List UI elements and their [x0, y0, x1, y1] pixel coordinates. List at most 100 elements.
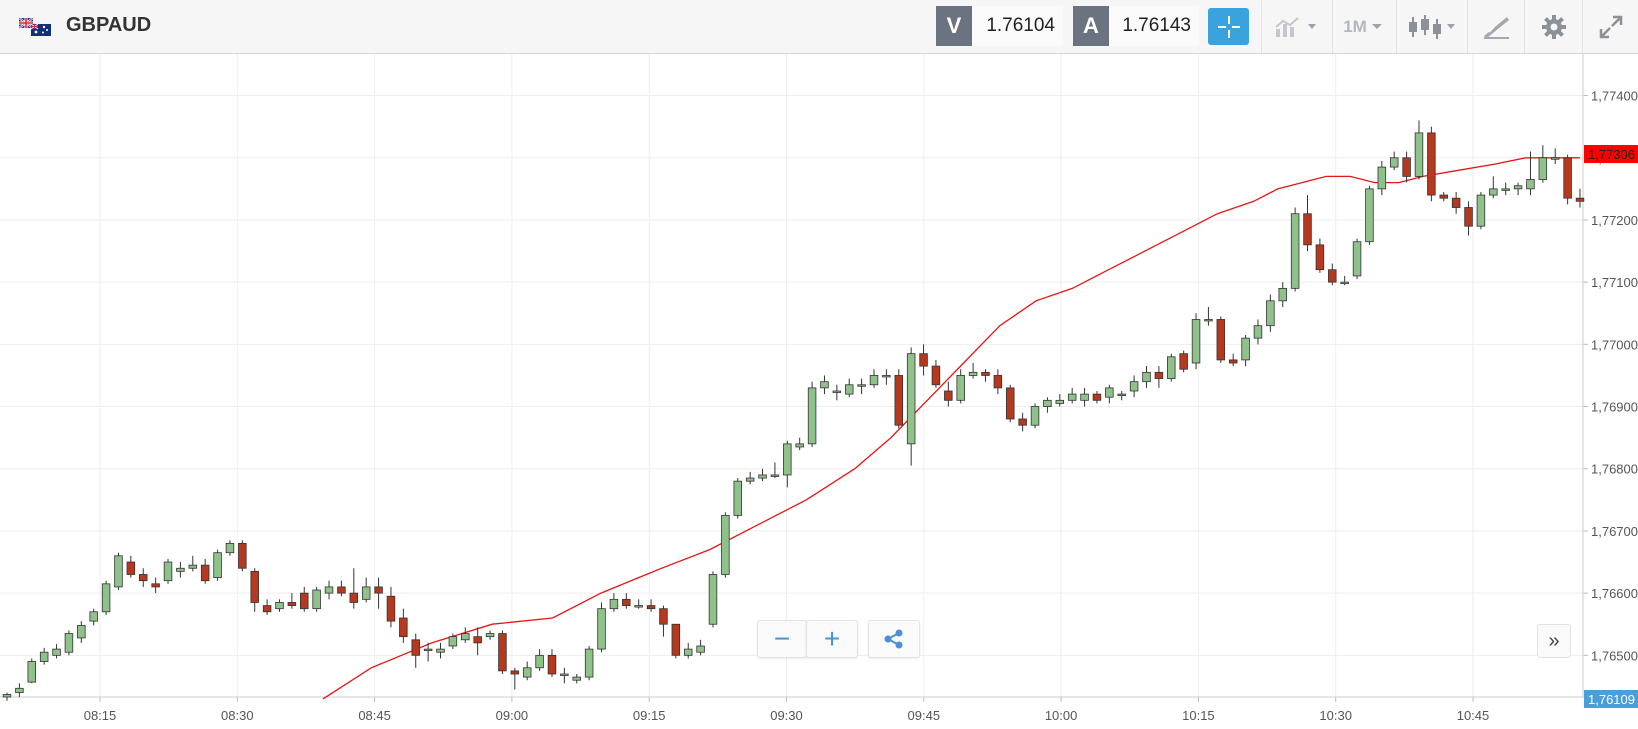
candle-body — [27, 661, 37, 683]
fullscreen-button[interactable] — [1582, 0, 1638, 53]
timeframe-label: 1M — [1343, 16, 1367, 36]
candle-body — [126, 561, 136, 575]
candle-body — [1055, 399, 1065, 404]
candle-body — [275, 602, 284, 610]
candle-body — [1575, 197, 1585, 202]
candle-body — [163, 561, 173, 582]
candle-body — [944, 390, 953, 401]
x-tick-label: 09:15 — [633, 708, 666, 723]
candle-body — [1365, 188, 1374, 243]
x-tick-label: 08:30 — [221, 708, 254, 723]
candle-body — [176, 567, 185, 572]
candle-body — [151, 583, 160, 588]
candle-body — [659, 608, 668, 625]
candle-body — [225, 542, 235, 554]
candle-body — [820, 381, 829, 389]
candle-body — [1228, 359, 1238, 364]
timeframe-dropdown[interactable]: 1M — [1332, 0, 1396, 53]
candle-body — [2, 694, 12, 698]
candle-body — [795, 443, 804, 448]
candle-body — [1538, 157, 1548, 180]
candle-body — [1092, 393, 1102, 401]
x-tick-label: 10:45 — [1457, 708, 1490, 723]
candle-body — [1377, 166, 1387, 190]
candle-body — [1191, 319, 1201, 364]
candle-body — [1117, 393, 1126, 397]
candle-body — [139, 574, 148, 582]
candle-body — [324, 586, 334, 594]
candle-body — [1080, 393, 1089, 401]
sell-price-box[interactable]: V 1.76104 — [936, 6, 1063, 46]
candle-body — [1129, 381, 1139, 392]
candle-body — [993, 375, 1003, 389]
candle-body — [1340, 281, 1349, 285]
x-tick-label: 10:15 — [1182, 708, 1215, 723]
candle-body — [1018, 418, 1027, 426]
candle-body — [1352, 241, 1362, 277]
candle-body — [312, 589, 321, 610]
y-tick-label: 1,77100 — [1591, 275, 1638, 290]
candle-body — [770, 474, 780, 477]
draw-tools-button[interactable] — [1467, 0, 1524, 53]
y-tick-label: 1,76800 — [1591, 462, 1638, 477]
candle-body — [485, 633, 495, 638]
candle-body — [1216, 319, 1226, 361]
candle-body — [337, 586, 346, 594]
share-icon — [884, 629, 903, 649]
candle-body — [423, 648, 433, 652]
crosshair-button[interactable] — [1208, 8, 1249, 45]
candle-body — [238, 542, 247, 569]
candle-body — [1315, 244, 1325, 271]
x-tick-label: 09:45 — [908, 708, 941, 723]
current-price-label: 1,77306 — [1588, 147, 1635, 162]
candle-body — [1030, 406, 1040, 426]
candle-body — [1105, 387, 1114, 398]
candle-body — [919, 353, 928, 367]
buy-price: 1.76143 — [1109, 6, 1199, 46]
candle-type-icon — [1408, 14, 1455, 39]
zoom-in-button[interactable]: + — [806, 620, 858, 658]
draw-tools-icon — [1484, 16, 1509, 39]
scroll-right-button[interactable]: » — [1537, 624, 1571, 658]
candle-body — [250, 570, 259, 603]
candle-body — [1179, 353, 1188, 370]
candle-body — [1067, 393, 1077, 401]
price-chart[interactable]: 1,774001,773001,772001,771001,770001,769… — [0, 54, 1638, 729]
candle-body — [39, 651, 49, 662]
candle-body — [1167, 356, 1176, 379]
candle-body — [114, 555, 123, 588]
x-tick-label: 09:00 — [496, 708, 529, 723]
candle-body — [1563, 157, 1572, 199]
candle-body — [386, 595, 396, 622]
candle-body — [634, 605, 643, 608]
bid-price-marker — [1584, 690, 1638, 708]
top-toolbar: GBPAUD V 1.76104 A 1.76143 1M — [0, 0, 1638, 54]
buy-price-box[interactable]: A 1.76143 — [1073, 6, 1199, 46]
candle-body — [349, 592, 359, 603]
candle-body — [374, 586, 383, 594]
candle-body — [1389, 157, 1399, 168]
candle-body — [956, 375, 965, 401]
buy-label: A — [1073, 6, 1109, 46]
candle-body — [411, 639, 420, 656]
share-button[interactable] — [868, 620, 920, 658]
zoom-out-button[interactable]: − — [757, 620, 807, 658]
candle-body — [188, 564, 198, 569]
x-tick-label: 10:30 — [1319, 708, 1352, 723]
candle-type-button[interactable] — [1396, 0, 1468, 53]
settings-button[interactable] — [1524, 0, 1582, 53]
candle-body — [361, 586, 371, 600]
candle-body — [733, 480, 743, 516]
candle-body — [399, 617, 408, 638]
candle-body — [89, 611, 98, 622]
candle-body — [807, 387, 817, 445]
x-tick-label: 08:45 — [358, 708, 391, 723]
candle-body — [52, 648, 61, 656]
candle-body — [981, 371, 990, 376]
candle-body — [300, 592, 309, 610]
indicators-button[interactable] — [1261, 0, 1332, 53]
candle-body — [584, 648, 594, 678]
candle-body — [1253, 325, 1263, 339]
candle-body — [1204, 319, 1213, 322]
candle-body — [510, 670, 520, 675]
